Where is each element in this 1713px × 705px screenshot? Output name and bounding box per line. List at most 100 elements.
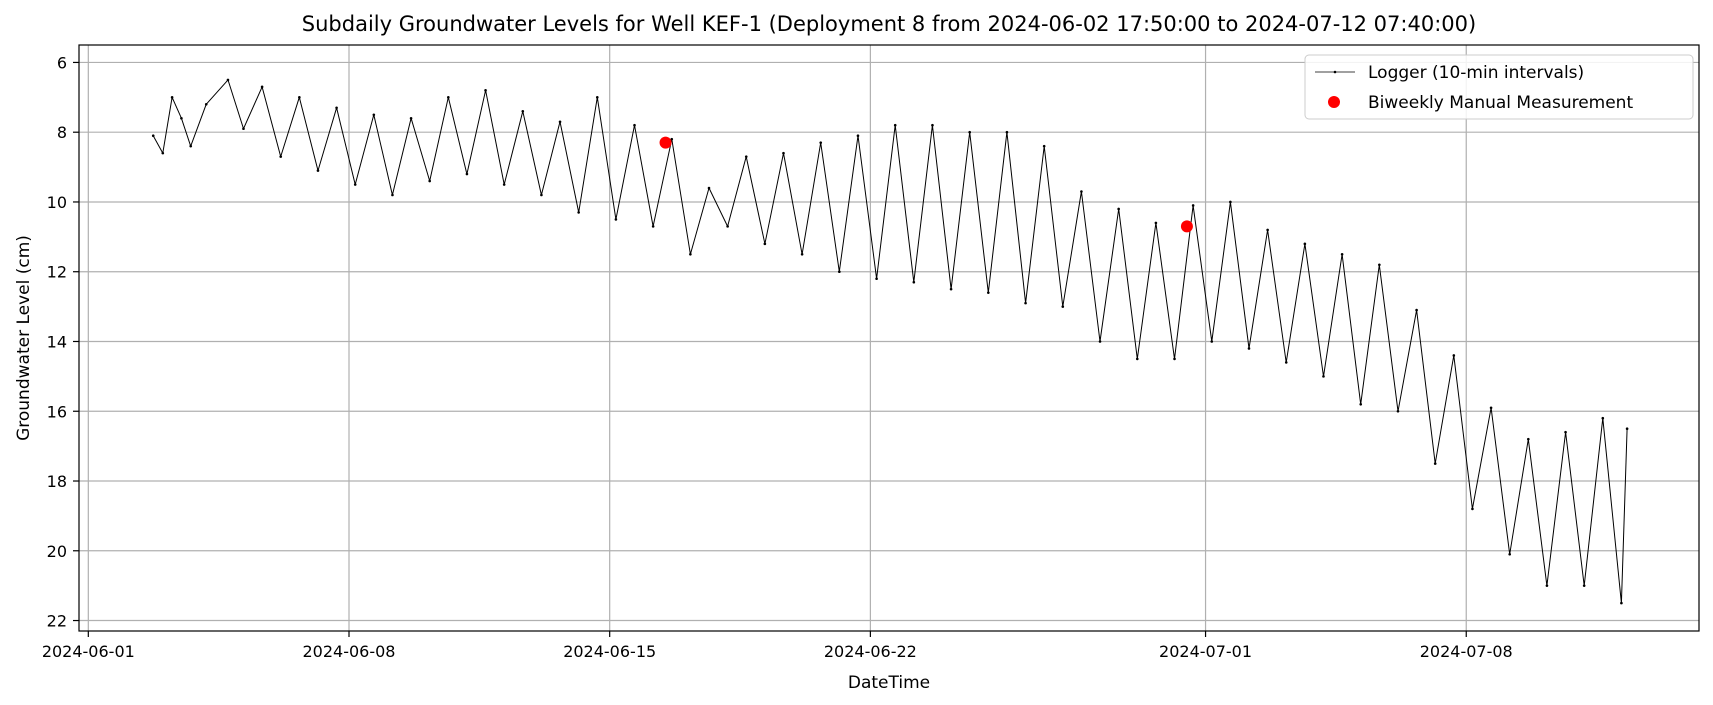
legend-box [1304, 54, 1694, 120]
logger-point [260, 85, 264, 89]
logger-point [335, 106, 338, 110]
logger-point [987, 291, 990, 294]
logger-point [726, 225, 729, 228]
logger-point [428, 179, 431, 183]
logger-point [800, 252, 804, 256]
y-tick-label: 12 [47, 263, 67, 282]
logger-point [1098, 340, 1102, 343]
logger-point [1303, 242, 1307, 246]
y-tick-label: 20 [47, 542, 67, 561]
logger-point [204, 102, 208, 106]
logger-point [1154, 221, 1158, 225]
logger-point [1396, 409, 1400, 413]
x-axis-label: DateTime [848, 673, 930, 693]
y-tick-label: 16 [47, 402, 67, 421]
logger-point [1266, 228, 1269, 232]
logger-point [502, 183, 506, 186]
logger-point [1210, 340, 1214, 343]
series-layer [151, 78, 1629, 605]
logger-point [1601, 416, 1605, 420]
logger-point [1359, 402, 1363, 406]
logger-point [170, 96, 174, 99]
logger-point [391, 193, 394, 197]
logger-point [949, 287, 953, 291]
y-tick-label: 10 [47, 193, 67, 212]
logger-point [1452, 354, 1456, 357]
logger-point [298, 96, 301, 99]
logger-point [558, 120, 562, 124]
logger-point [1564, 430, 1567, 434]
logger-point [744, 155, 748, 158]
logger-point [1545, 584, 1549, 587]
logger-point [242, 127, 245, 131]
logger-point [1191, 204, 1195, 207]
logger-point [1625, 427, 1629, 430]
logger-point [1620, 601, 1623, 605]
x-tick-label: 2024-06-22 [824, 642, 917, 661]
legend-label-manual: Biweekly Manual Measurement [1368, 93, 1633, 113]
logger-point [1582, 584, 1586, 587]
legend: Logger (10-min intervals) Biweekly Manua… [1304, 54, 1694, 120]
x-tick-label: 2024-07-08 [1420, 642, 1513, 661]
logger-point [1284, 361, 1288, 364]
tick-layer: 2024-06-01 2024-06-08 2024-06-15 2024-06-22… [42, 53, 1513, 661]
logger-point [893, 123, 897, 127]
logger-point [409, 116, 413, 120]
logger-point [875, 277, 878, 281]
y-axis-label: Groundwater Level (cm) [14, 235, 34, 441]
logger-point [912, 280, 916, 284]
logger-point [484, 89, 487, 92]
logger-point [595, 96, 599, 99]
logger-point [1061, 305, 1065, 308]
chart-title: Subdaily Groundwater Levels for Well KEF… [302, 12, 1476, 36]
logger-point [1173, 357, 1176, 361]
legend-line-marker [1333, 70, 1337, 74]
logger-point [521, 109, 525, 113]
logger-point [689, 252, 692, 256]
logger-point [180, 116, 183, 120]
y-tick-label: 8 [57, 123, 67, 142]
manual-measurement-point [1180, 220, 1193, 233]
logger-point [353, 183, 357, 186]
logger-point [1508, 552, 1511, 556]
logger-point [1247, 347, 1251, 350]
logger-point [614, 218, 618, 221]
logger-point [226, 78, 230, 82]
logger-point [1117, 207, 1120, 211]
logger-point [1229, 200, 1232, 204]
logger-point [151, 134, 155, 137]
x-tick-label: 2024-06-08 [303, 642, 396, 661]
legend-label-logger: Logger (10-min intervals) [1368, 63, 1584, 83]
logger-point [782, 151, 785, 155]
logger-point [1415, 308, 1418, 312]
x-tick-label: 2024-06-01 [42, 642, 135, 661]
logger-point [1135, 357, 1139, 361]
logger-point [465, 172, 469, 176]
logger-point [1471, 507, 1474, 511]
grid [79, 45, 1699, 631]
logger-point [1340, 252, 1344, 256]
logger-point [856, 134, 860, 137]
y-tick-label: 6 [57, 53, 67, 72]
y-tick-label: 22 [47, 612, 67, 631]
logger-point [316, 169, 320, 172]
y-tick-label: 18 [47, 472, 67, 491]
logger-point [540, 193, 543, 197]
logger-point [161, 151, 165, 155]
logger-point [1024, 301, 1027, 305]
logger-point [577, 211, 580, 214]
x-tick-label: 2024-06-15 [563, 642, 656, 661]
logger-point [670, 137, 674, 141]
logger-point [1005, 130, 1009, 134]
logger-point [651, 225, 655, 228]
logger-point [1489, 406, 1493, 410]
logger-point [707, 186, 711, 190]
logger-point [1322, 375, 1325, 378]
logger-point [1378, 263, 1381, 267]
logger-point [968, 130, 971, 134]
logger-point [1527, 437, 1530, 441]
logger-point [819, 141, 823, 144]
logger-point [931, 123, 934, 127]
logger-point [838, 270, 841, 274]
